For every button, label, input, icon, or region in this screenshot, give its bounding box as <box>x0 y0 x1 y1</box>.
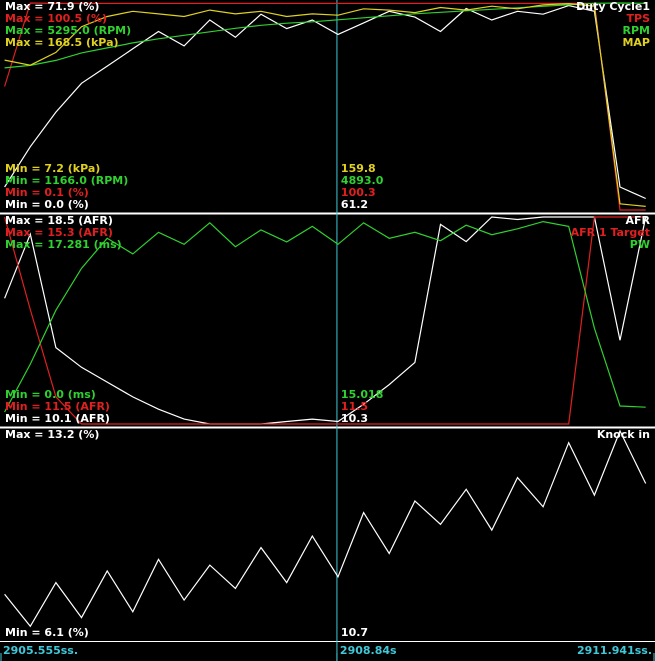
x-tick-label: 2905.555ss. <box>3 644 78 657</box>
series-name: Knock in <box>597 428 650 441</box>
series-name: Duty Cycle1 <box>576 0 650 13</box>
min-label: Min = 1166.0 (RPM) <box>5 174 128 187</box>
min-label: Min = 11.5 (AFR) <box>5 400 110 413</box>
min-label: Min = 0.1 (%) <box>5 186 89 199</box>
series-name: AFR 1 Target <box>571 226 650 239</box>
cursor-value: 159.8 <box>341 162 376 175</box>
min-label: Min = 0.0 (%) <box>5 198 89 211</box>
max-label: Max = 13.2 (%) <box>5 428 99 441</box>
cursor-value: 100.3 <box>341 186 376 199</box>
max-label: Max = 18.5 (AFR) <box>5 214 113 227</box>
cursor-value: 15.018 <box>341 388 383 401</box>
max-label: Max = 100.5 (%) <box>5 12 107 25</box>
max-label: Max = 71.9 (%) <box>5 0 99 13</box>
max-label: Max = 168.5 (kPa) <box>5 36 119 49</box>
max-label: Max = 15.3 (AFR) <box>5 226 113 239</box>
series-line <box>4 220 646 413</box>
series-line <box>4 2 646 211</box>
series-name: PW <box>630 238 650 251</box>
series-name: MAP <box>622 36 650 49</box>
cursor-value: 4893.0 <box>341 174 384 187</box>
series-line <box>4 429 647 628</box>
cursor-value: 61.2 <box>341 198 368 211</box>
min-label: Min = 0.0 (ms) <box>5 388 96 401</box>
cursor-value: 10.3 <box>341 412 368 425</box>
series-line <box>4 216 647 425</box>
series-line <box>4 2 646 207</box>
max-label: Max = 5295.0 (RPM) <box>5 24 131 37</box>
series-name: AFR <box>626 214 651 227</box>
min-label: Min = 6.1 (%) <box>5 626 89 639</box>
series-line <box>4 2 646 69</box>
series-line <box>4 216 646 425</box>
cursor-value: 10.7 <box>341 626 368 639</box>
x-tick-label: 2911.941ss. <box>577 644 652 657</box>
x-tick-label: 2908.84s <box>340 644 397 657</box>
max-label: Max = 17.281 (ms) <box>5 238 122 251</box>
series-name: RPM <box>623 24 650 37</box>
series-name: TPS <box>627 12 651 25</box>
min-label: Min = 7.2 (kPa) <box>5 162 100 175</box>
cursor-value: 11.5 <box>341 400 368 413</box>
min-label: Min = 10.1 (AFR) <box>5 412 110 425</box>
series-line <box>4 4 646 200</box>
